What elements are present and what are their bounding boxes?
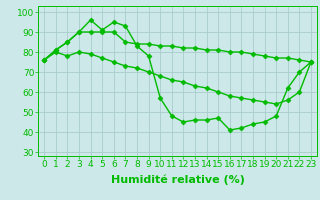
X-axis label: Humidité relative (%): Humidité relative (%) xyxy=(111,175,244,185)
